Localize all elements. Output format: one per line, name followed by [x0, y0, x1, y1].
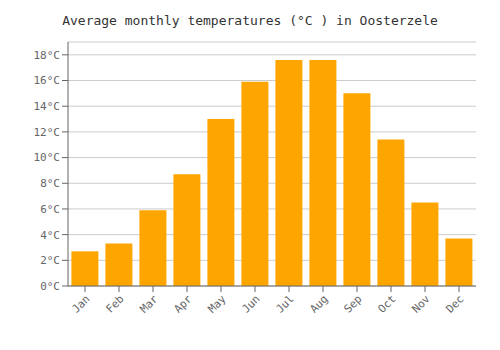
svg-text:Jan: Jan: [69, 292, 92, 315]
svg-text:Apr: Apr: [171, 292, 195, 316]
svg-text:8°C: 8°C: [40, 177, 60, 190]
svg-text:Feb: Feb: [103, 292, 126, 315]
svg-text:2°C: 2°C: [40, 254, 60, 267]
svg-text:10°C: 10°C: [34, 151, 61, 164]
svg-text:Jul: Jul: [273, 292, 296, 315]
svg-text:Dec: Dec: [443, 292, 466, 315]
svg-text:16°C: 16°C: [34, 74, 61, 87]
svg-text:14°C: 14°C: [34, 100, 61, 113]
svg-text:18°C: 18°C: [34, 49, 61, 62]
html-text:Average monthly temperatures (: Average monthly temperatures (°C ) in Oo…: [62, 13, 438, 28]
svg-text:Aug: Aug: [307, 292, 330, 315]
svg-text:Jun: Jun: [239, 292, 262, 315]
svg-text:Oct: Oct: [375, 292, 398, 315]
svg-text:6°C: 6°C: [40, 203, 60, 216]
svg-text:May: May: [205, 292, 229, 316]
svg-text:Nov: Nov: [409, 292, 433, 316]
svg-text:12°C: 12°C: [34, 126, 61, 139]
svg-text:Sep: Sep: [341, 292, 364, 315]
svg-text:4°C: 4°C: [40, 229, 60, 242]
svg-text:0°C: 0°C: [40, 280, 60, 293]
svg-text:Mar: Mar: [137, 292, 161, 316]
